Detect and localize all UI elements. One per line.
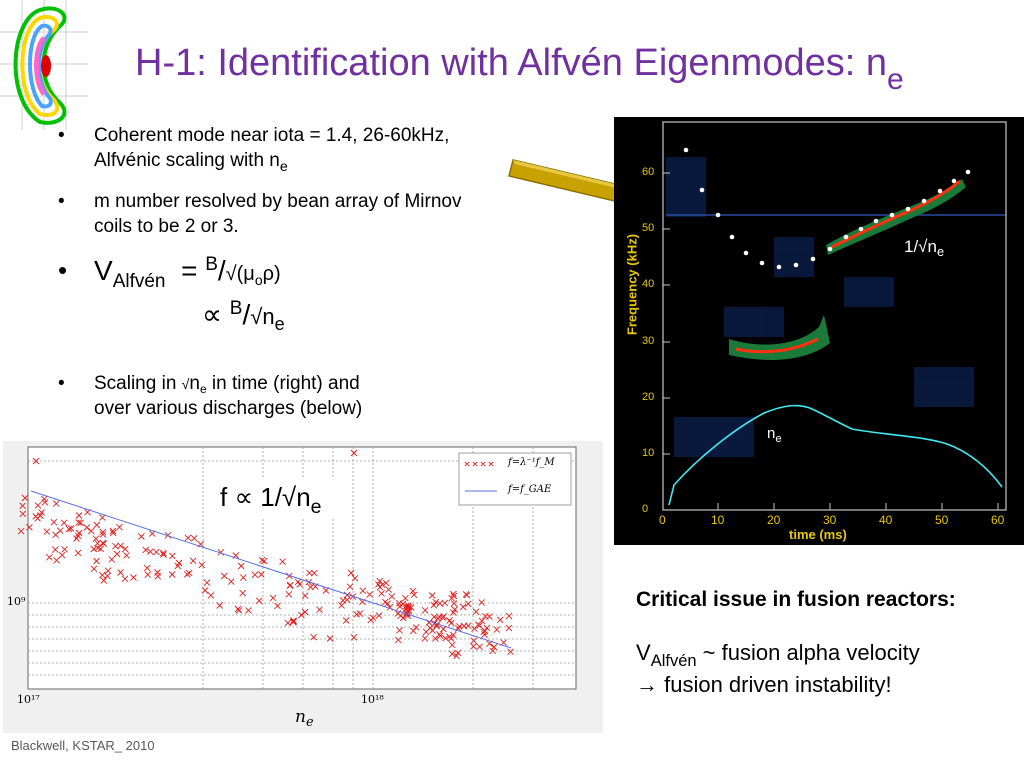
bullet-4-line-2: over various discharges (below): [94, 398, 363, 419]
scatter-xtick-2: 10¹⁸: [361, 693, 384, 706]
scatter-xlabel: ne: [295, 707, 314, 731]
scaling-annotation: 1/√ne: [904, 237, 945, 260]
bullet-4-line-1: Scaling in √ne in time (right) and: [94, 373, 360, 397]
proportional-equation: ∝ B/√ne: [202, 297, 285, 335]
legend-entry-2: f=f_GAE: [508, 484, 552, 495]
ne-annotation: ne: [767, 425, 782, 445]
spectrogram-xlabel: time (ms): [789, 527, 847, 542]
bullet-2-line-2: coils to be 2 or 3.: [94, 216, 239, 237]
spectrogram-plot: Frequency (kHz) 0 10 20 30 40 50 60 0 10…: [614, 117, 1024, 545]
credit-text: Blackwell, KSTAR_ 2010: [11, 738, 155, 753]
legend-entry-1: f=λ⁻¹f_M: [508, 457, 555, 468]
critical-text: VAlfvén ~ fusion alpha velocity → fusion…: [636, 638, 920, 700]
critical-line-1: VAlfvén ~ fusion alpha velocity: [636, 640, 920, 670]
slide-title: H-1: Identification with Alfvén Eigenmod…: [135, 42, 904, 96]
bean-logo: [0, 0, 88, 130]
bullet-1-line-1: Coherent mode near iota = 1.4, 26-60kHz,: [94, 125, 450, 146]
valfven-equation: VAlfvén = B/√(μoρ): [94, 253, 281, 292]
scatter-plot: f=λ⁻¹f_M f=f_GAE f ∝ 1/√ne 10⁹ 10¹⁷ 10¹⁸…: [3, 441, 603, 733]
spectrogram-ylabel: Frequency (kHz): [624, 233, 640, 336]
critical-heading: Critical issue in fusion reactors:: [636, 588, 956, 611]
scatter-xtick-1: 10¹⁷: [17, 693, 40, 706]
bullet-1-line-2: Alfvénic scaling with ne: [94, 150, 288, 175]
scatter-ytick: 10⁹: [7, 595, 26, 608]
bullet-2-line-1: m number resolved by bean array of Mirno…: [94, 191, 462, 212]
critical-line-2: → fusion driven instability!: [636, 672, 892, 697]
proportional-label: f ∝ 1/√ne: [216, 477, 342, 518]
